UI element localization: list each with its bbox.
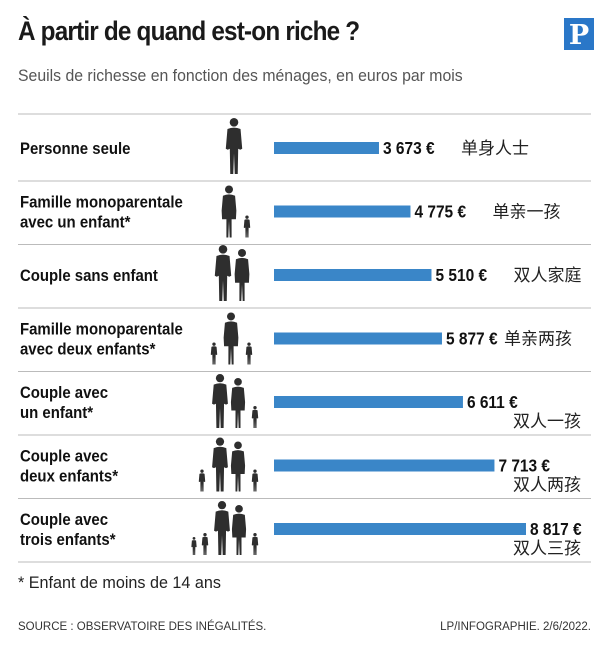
le-parisien-logo: P <box>564 18 594 51</box>
value-label: 5 877 € <box>446 328 498 348</box>
footnote: * Enfant de moins de 14 ans <box>18 573 221 592</box>
credit-note: LP/INFOGRAPHIE. 2/6/2022. <box>440 621 591 633</box>
chart-subtitle: Seuils de richesse en fonction des ménag… <box>18 66 463 85</box>
annotation-label: 单亲两孩 <box>504 330 572 350</box>
chart-row: Famille monoparentale avec un enfant* 4 77… <box>18 185 591 245</box>
chart-row: Couple sans enfant 5 510 € 双人家庭 <box>18 245 591 309</box>
chart-row: Personne seule 3 673 € 单身人士 <box>18 118 591 182</box>
annotation-label: 双人一孩 <box>513 412 581 432</box>
couple-one-child-icon <box>212 374 259 428</box>
category-label-line: un enfant* <box>20 404 94 422</box>
couple-two-children-icon <box>198 437 259 492</box>
value-label: 8 817 € <box>530 519 582 539</box>
value-label: 3 673 € <box>383 138 435 158</box>
couple-icon <box>214 245 250 301</box>
category-label-line: Couple sans enfant <box>20 267 159 285</box>
annotation-label: 单亲一孩 <box>492 203 560 223</box>
chart-title: À partir de quand est-on riche ? <box>18 16 360 46</box>
category-label: Couple sans enfant <box>20 267 159 285</box>
chart-row: Couple avec deux enfants* 7 713 €双人两孩 <box>18 437 591 499</box>
value-label: 6 611 € <box>467 392 518 412</box>
category-label: Famille monoparentale avec un enfant* <box>20 194 183 232</box>
category-label-line: deux enfants* <box>20 468 119 486</box>
couple-three-children-icon <box>191 501 259 555</box>
category-label: Famille monoparentale avec deux enfants* <box>20 321 183 359</box>
category-label-line: Couple avec <box>20 384 108 402</box>
category-label-line: Famille monoparentale <box>20 321 183 339</box>
annotation-label: 双人家庭 <box>513 266 581 286</box>
value-label: 5 510 € <box>435 265 487 285</box>
bar <box>274 396 463 408</box>
value-label: 4 775 € <box>414 201 466 221</box>
category-label-line: Couple avec <box>20 448 108 466</box>
bar <box>274 523 526 535</box>
category-label: Couple avec trois enfants* <box>20 511 116 549</box>
chart-row: Couple avec trois enfants* 8 817 €双人三孩 <box>18 501 591 563</box>
category-label: Couple avec un enfant* <box>20 384 108 422</box>
svg-text:P: P <box>569 20 589 50</box>
category-label-line: Famille monoparentale <box>20 194 183 212</box>
single-parent-one-child-icon <box>221 185 251 238</box>
annotation-label: 双人三孩 <box>513 539 581 559</box>
bar <box>274 142 379 154</box>
source-note: SOURCE : OBSERVATOIRE DES INÉGALITÉS. <box>18 621 267 633</box>
bar <box>274 205 411 218</box>
category-label-line: Personne seule <box>20 140 131 158</box>
category-label-line: trois enfants* <box>20 531 116 549</box>
single-parent-two-children-icon <box>210 312 253 365</box>
bar <box>274 332 442 345</box>
bar <box>274 459 495 472</box>
value-label: 7 713 € <box>498 455 550 475</box>
category-label: Couple avec deux enfants* <box>20 448 119 486</box>
single-adult-icon <box>225 118 243 174</box>
annotation-label: 双人两孩 <box>513 476 581 496</box>
category-label: Personne seule <box>20 140 131 158</box>
category-label-line: avec un enfant* <box>20 214 131 232</box>
chart-row: Famille monoparentale avec deux enfants* 5… <box>18 312 591 372</box>
bar <box>274 269 432 281</box>
category-label-line: Couple avec <box>20 511 108 529</box>
chart-row: Couple avec un enfant* 6 611 €双人一孩 <box>18 374 591 436</box>
category-label-line: avec deux enfants* <box>20 341 156 359</box>
annotation-label: 单身人士 <box>461 139 529 159</box>
